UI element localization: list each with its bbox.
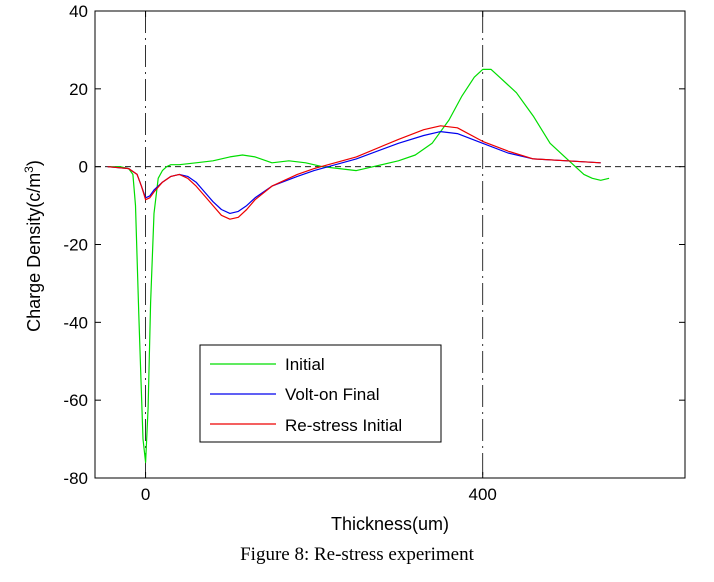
- y-tick-label: -80: [63, 469, 88, 488]
- y-tick-label: -40: [63, 313, 88, 332]
- y-tick-label: -60: [63, 391, 88, 410]
- y-tick-label: 40: [69, 2, 88, 21]
- figure-caption: Figure 8: Re-stress experiment: [240, 544, 474, 565]
- series-line-re-stress-initial: [107, 125, 601, 220]
- x-tick-label: 400: [469, 485, 497, 504]
- series-line-initial: [107, 68, 610, 463]
- series-layer: [107, 68, 610, 463]
- y-axis-label: Charge Density(c/m3): [22, 160, 44, 332]
- legend: Initial Volt-on Final Re-stress Initial: [199, 344, 442, 443]
- series-line-volt-on-final: [107, 131, 601, 214]
- reference-lines: [95, 11, 685, 478]
- legend-label-initial: Initial: [285, 355, 325, 374]
- legend-label-volt-on-final: Volt-on Final: [285, 385, 380, 404]
- x-axis-label: Thickness(um): [331, 514, 449, 534]
- legend-label-re-stress-initial: Re-stress Initial: [285, 416, 402, 435]
- y-tick-label: 20: [69, 80, 88, 99]
- y-tick-label: 0: [79, 158, 88, 177]
- x-tick-label: 0: [141, 485, 150, 504]
- y-tick-label: -20: [63, 236, 88, 255]
